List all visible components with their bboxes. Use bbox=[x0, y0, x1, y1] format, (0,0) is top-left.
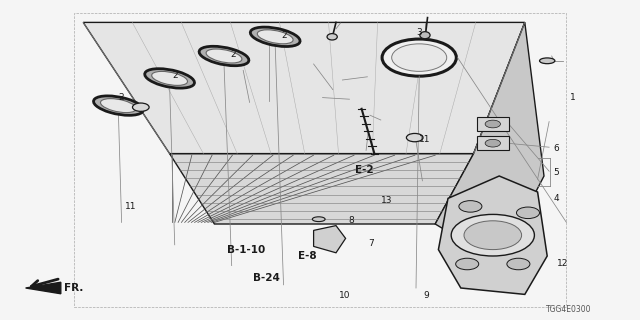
Text: 8: 8 bbox=[349, 216, 355, 225]
Polygon shape bbox=[435, 22, 544, 262]
Text: 11: 11 bbox=[125, 202, 136, 211]
Ellipse shape bbox=[540, 58, 555, 64]
Polygon shape bbox=[83, 22, 525, 154]
Polygon shape bbox=[170, 154, 474, 224]
Text: 9: 9 bbox=[424, 292, 429, 300]
Text: 13: 13 bbox=[381, 196, 392, 204]
Circle shape bbox=[132, 103, 149, 111]
Circle shape bbox=[507, 258, 530, 270]
Circle shape bbox=[392, 44, 447, 71]
Circle shape bbox=[406, 133, 423, 142]
Circle shape bbox=[456, 258, 479, 270]
Circle shape bbox=[451, 214, 534, 256]
Circle shape bbox=[516, 207, 540, 219]
Text: E-2: E-2 bbox=[355, 164, 374, 175]
Text: 2: 2 bbox=[173, 71, 179, 80]
Text: 2: 2 bbox=[230, 50, 236, 59]
Ellipse shape bbox=[420, 32, 430, 39]
Text: B-24: B-24 bbox=[253, 273, 280, 284]
Text: TGG4E0300: TGG4E0300 bbox=[545, 305, 591, 314]
Text: 10: 10 bbox=[339, 292, 351, 300]
Text: 12: 12 bbox=[557, 260, 568, 268]
Circle shape bbox=[485, 120, 500, 128]
Ellipse shape bbox=[93, 96, 143, 115]
Ellipse shape bbox=[100, 99, 136, 113]
Text: 2: 2 bbox=[282, 31, 287, 40]
Circle shape bbox=[459, 201, 482, 212]
Ellipse shape bbox=[145, 69, 195, 88]
Text: B-1-10: B-1-10 bbox=[227, 244, 266, 255]
Ellipse shape bbox=[327, 34, 337, 40]
Text: 4: 4 bbox=[554, 194, 559, 203]
Circle shape bbox=[464, 221, 522, 250]
Text: 3: 3 bbox=[416, 28, 422, 36]
Ellipse shape bbox=[257, 30, 293, 44]
Text: 11: 11 bbox=[419, 135, 431, 144]
Ellipse shape bbox=[312, 217, 325, 222]
Ellipse shape bbox=[206, 49, 242, 63]
Ellipse shape bbox=[250, 27, 300, 46]
Text: 6: 6 bbox=[554, 144, 559, 153]
Polygon shape bbox=[477, 136, 509, 150]
Text: 2: 2 bbox=[118, 93, 124, 102]
Text: 5: 5 bbox=[554, 168, 559, 177]
Polygon shape bbox=[438, 176, 547, 294]
Ellipse shape bbox=[152, 71, 188, 85]
Text: 7: 7 bbox=[368, 239, 374, 248]
Text: FR.: FR. bbox=[64, 283, 83, 293]
Circle shape bbox=[485, 140, 500, 147]
Circle shape bbox=[382, 39, 456, 76]
Ellipse shape bbox=[199, 46, 249, 66]
Text: 1: 1 bbox=[570, 93, 575, 102]
Text: E-8: E-8 bbox=[298, 251, 316, 261]
Polygon shape bbox=[477, 117, 509, 131]
Polygon shape bbox=[26, 282, 61, 294]
Polygon shape bbox=[314, 226, 346, 253]
